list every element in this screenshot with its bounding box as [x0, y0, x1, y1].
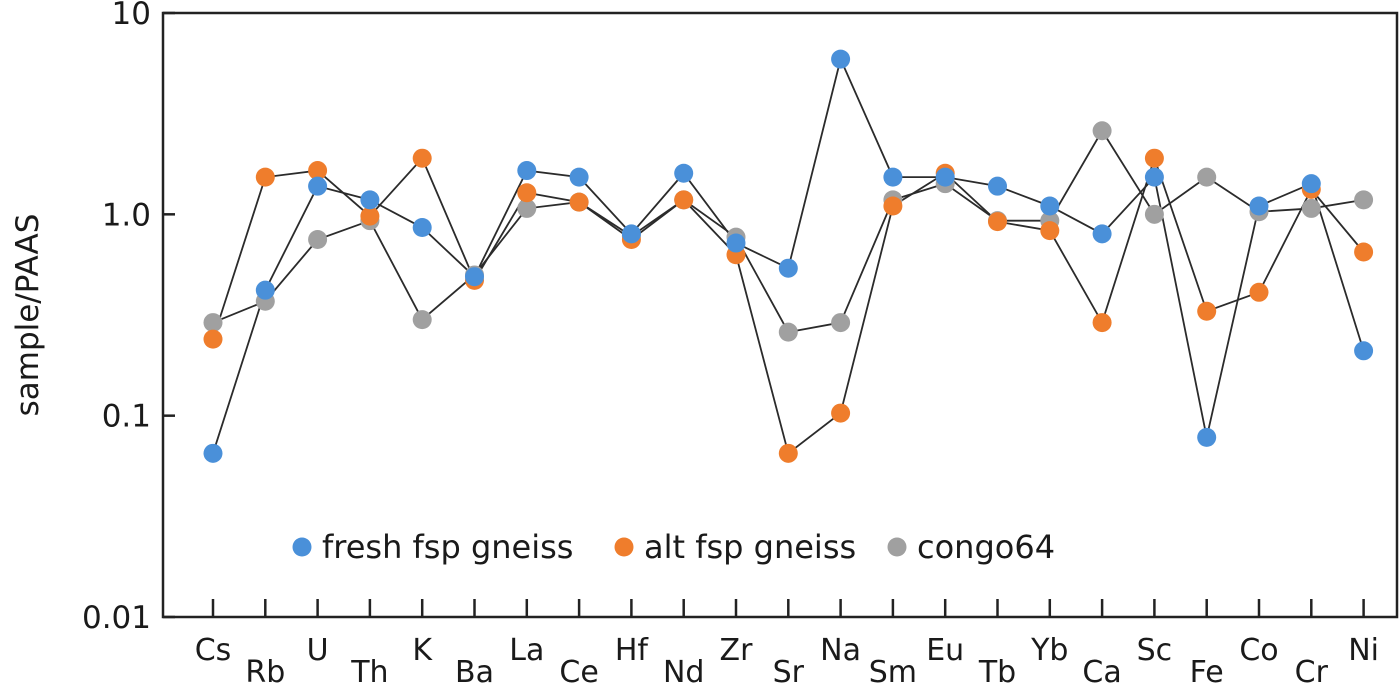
x-tick-label: Ni	[1348, 633, 1379, 668]
data-point	[203, 313, 223, 333]
data-point	[1197, 167, 1217, 187]
data-point	[935, 167, 955, 187]
legend-marker	[614, 537, 634, 557]
series-line	[212, 56, 1365, 454]
data-point	[203, 443, 223, 463]
x-tick-label: Ca	[1082, 655, 1121, 688]
y-tick-label: 10	[112, 0, 151, 32]
data-point	[883, 167, 903, 187]
data-point	[1249, 282, 1269, 302]
data-point	[883, 196, 903, 216]
data-point	[412, 218, 432, 238]
data-point	[726, 233, 746, 253]
data-point	[1092, 313, 1112, 333]
x-tick-label: Nd	[663, 655, 704, 688]
y-tick-label: 0.1	[102, 399, 151, 435]
x-tick-label: U	[307, 633, 329, 668]
data-point	[988, 212, 1007, 232]
data-point	[517, 183, 537, 203]
x-tick-label: Rb	[245, 655, 285, 688]
data-point	[831, 403, 851, 423]
data-point	[1092, 121, 1112, 141]
data-point	[203, 329, 223, 349]
legend-marker	[887, 537, 907, 557]
x-tick-label: Cs	[195, 633, 232, 668]
data-point	[1301, 174, 1321, 194]
x-tick-label: Th	[350, 655, 388, 688]
data-point	[778, 322, 798, 342]
x-tick-label: K	[412, 633, 433, 668]
x-tick-label: Co	[1239, 633, 1278, 668]
data-point	[255, 280, 275, 300]
data-point	[1197, 301, 1217, 321]
series-lines	[212, 56, 1365, 455]
data-point	[569, 192, 589, 212]
x-tick-label: Zr	[720, 633, 754, 668]
data-point	[831, 313, 851, 333]
legend-label: alt fsp gneiss	[644, 528, 856, 566]
x-tick-label: Yb	[1030, 633, 1068, 668]
x-tick-label: Eu	[926, 633, 964, 668]
data-point	[569, 167, 589, 187]
data-point	[1354, 242, 1374, 262]
data-point	[308, 161, 328, 181]
legend-label: fresh fsp gneiss	[322, 528, 573, 566]
data-point	[1040, 221, 1060, 241]
data-point	[1354, 341, 1374, 361]
data-point	[517, 198, 537, 218]
data-point	[1249, 196, 1269, 216]
series-line	[212, 129, 1364, 334]
data-point	[674, 163, 694, 183]
x-tick-label: Na	[820, 633, 861, 668]
series-line	[212, 155, 1365, 455]
data-point	[778, 258, 798, 278]
data-point	[412, 310, 432, 330]
data-point	[412, 148, 432, 168]
data-point	[988, 176, 1007, 196]
plot-frame	[161, 11, 1399, 619]
data-point	[360, 190, 380, 210]
data-point	[1144, 204, 1164, 224]
data-point	[360, 206, 380, 226]
legend: fresh fsp gneiss alt fsp gneiss congo64	[292, 528, 1055, 566]
x-tick-label: Fe	[1190, 655, 1224, 688]
x-tick-label: Sr	[773, 655, 805, 688]
series-points	[203, 49, 1374, 463]
data-point	[1301, 198, 1321, 218]
y-tick-label: 1.0	[102, 197, 151, 233]
legend-label: congo64	[917, 528, 1055, 566]
x-tick-label: Ce	[559, 655, 598, 688]
data-point	[674, 190, 694, 210]
y-tick-label: 0.01	[82, 600, 151, 636]
data-point	[831, 49, 851, 69]
x-tick-label: Cr	[1295, 655, 1329, 688]
data-point	[778, 443, 798, 463]
data-point	[1040, 196, 1060, 216]
x-tick-label: Sm	[869, 655, 917, 688]
data-point	[1144, 148, 1164, 168]
data-point	[308, 176, 328, 196]
x-tick-label: Ba	[455, 655, 494, 688]
data-point	[1092, 224, 1112, 244]
y-axis-ticks: 10 1.0 0.1 0.01	[82, 0, 175, 636]
x-tick-label: Tb	[978, 655, 1016, 688]
data-point	[1144, 167, 1164, 187]
data-point	[1197, 427, 1217, 447]
legend-marker	[292, 537, 312, 557]
data-point	[517, 161, 537, 181]
data-point	[1354, 190, 1374, 210]
x-tick-label: Hf	[615, 633, 650, 668]
y-axis-title: sample/PAAS	[10, 214, 46, 417]
data-point	[308, 229, 328, 249]
data-point	[621, 224, 641, 244]
x-tick-label: Sc	[1137, 633, 1173, 668]
data-point	[255, 167, 275, 187]
data-point	[465, 267, 484, 287]
x-tick-label: La	[509, 633, 544, 668]
